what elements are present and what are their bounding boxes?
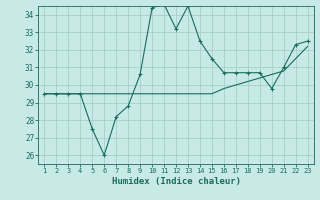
- X-axis label: Humidex (Indice chaleur): Humidex (Indice chaleur): [111, 177, 241, 186]
